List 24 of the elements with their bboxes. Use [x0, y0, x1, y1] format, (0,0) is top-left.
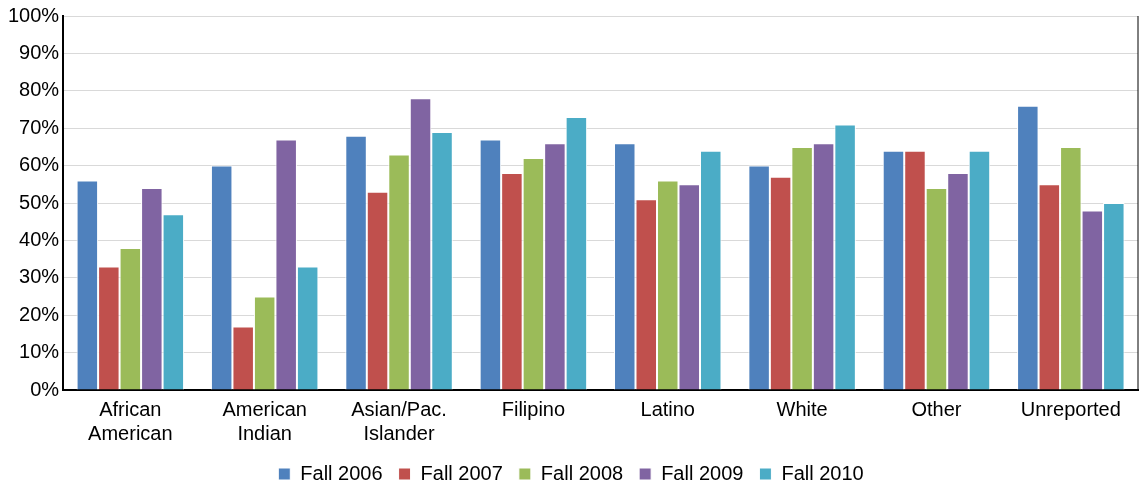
- x-tick-label: White: [776, 397, 828, 420]
- y-tick-label: 50%: [19, 190, 60, 213]
- y-tick-label: 0%: [30, 377, 60, 400]
- y-tick-label: 10%: [19, 340, 60, 363]
- x-tick-label: Unreported: [1020, 397, 1121, 420]
- x-tick-label: Latino: [640, 397, 695, 420]
- x-tick-label: American Indian: [222, 397, 307, 444]
- y-tick-label: 20%: [19, 302, 60, 325]
- y-tick-label: 30%: [19, 265, 60, 288]
- y-tick-label: 90%: [19, 40, 60, 63]
- x-tick-label: African American: [88, 397, 173, 444]
- y-tick-label: 40%: [19, 227, 60, 250]
- legend-label: Fall 2008: [540, 461, 624, 484]
- x-tick-label: Asian/Pac. Islander: [351, 397, 447, 444]
- y-tick-label: 70%: [19, 115, 60, 138]
- y-tick-label: 80%: [19, 78, 60, 101]
- legend-label: Fall 2010: [781, 461, 864, 484]
- legend-label: Fall 2007: [420, 461, 503, 484]
- x-tick-label: Filipino: [501, 397, 566, 420]
- legend-label: Fall 2006: [300, 461, 383, 484]
- y-tick-label: 60%: [19, 153, 60, 176]
- legend-label: Fall 2009: [661, 461, 744, 484]
- x-tick-label: Other: [911, 397, 962, 420]
- y-tick-label: 100%: [8, 3, 60, 26]
